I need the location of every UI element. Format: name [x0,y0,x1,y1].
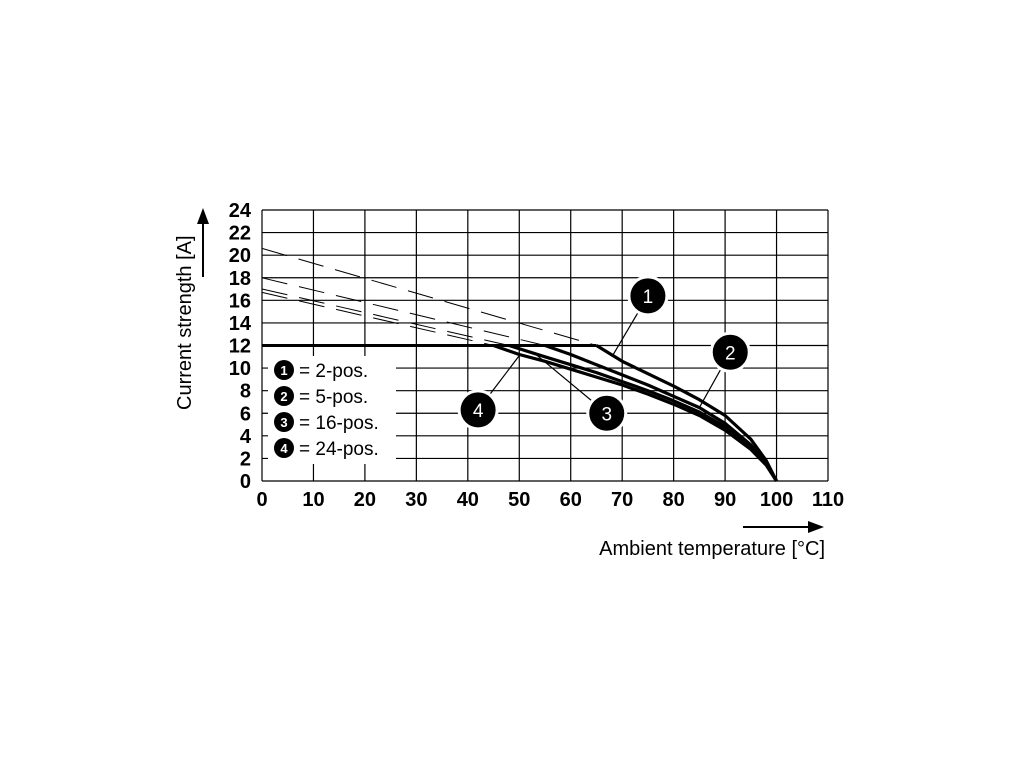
series-lines [261,247,778,482]
y-tick-label: 14 [229,313,252,335]
x-tick-label: 20 [354,489,376,511]
legend-entry-2: = 5-pos. [299,387,368,408]
x-tick-label: 90 [714,489,736,511]
x-tick-label: 70 [611,489,633,511]
legend-marker-3 [274,412,294,432]
y-axis-label: Current strength [A] [174,235,196,410]
series-1-line [595,344,778,482]
callout-marker-1 [627,275,669,317]
grid [261,209,829,482]
y-tick-label: 16 [229,290,251,312]
legend-marker-number: 2 [280,389,287,404]
legend-marker-number: 1 [280,363,287,378]
y-tick-label: 4 [240,426,252,448]
y-tick-label: 12 [229,336,251,358]
y-tick-label: 2 [240,448,251,470]
callout-label-3: 3 [601,404,612,425]
legend-entry-1: = 2-pos. [299,361,368,382]
y-tick-label: 22 [229,223,251,245]
y-tick-label: 0 [240,471,251,493]
x-tick-label: 60 [560,489,582,511]
series-1-extrapolated-line [261,247,597,346]
y-tick-label: 24 [229,200,252,222]
series-4-extrapolated-line [261,291,494,346]
legend-marker-number: 3 [280,415,287,430]
x-tick-label: 50 [508,489,530,511]
x-axis-arrow [743,521,824,533]
legend: 1 = 2-pos. 2 = 5-pos. 3 = 16-pos. 4 = 24-pos. [268,356,396,464]
y-tick-label: 20 [229,245,251,267]
callout-marker-4 [457,389,499,431]
callouts: 1 2 3 4 [457,275,751,434]
callout-label-1: 1 [643,287,654,308]
x-tick-label: 110 [812,489,844,511]
x-axis-label: Ambient temperature [°C] [599,538,825,560]
y-tick-label: 18 [229,268,251,290]
x-tick-label: 0 [256,489,267,511]
x-tick-label: 10 [302,489,324,511]
callout-label-4: 4 [473,401,484,422]
callout-marker-2 [709,331,751,373]
callout-marker-3 [586,392,628,434]
y-axis-arrow [197,208,209,277]
x-tick-label: 30 [405,489,427,511]
x-tick-label: 40 [457,489,479,511]
legend-entry-3: = 16-pos. [299,413,379,434]
series-2-extrapolated-line [261,277,546,346]
y-tick-label: 10 [229,358,251,380]
legend-marker-number: 4 [280,441,288,456]
legend-marker-2 [274,386,294,406]
callout-label-2: 2 [725,343,736,364]
x-tick-label: 80 [663,489,685,511]
x-tick-label: 100 [760,489,793,511]
legend-marker-4 [274,438,294,458]
legend-marker-1 [274,360,294,380]
y-tick-label: 6 [240,403,251,425]
series-3-extrapolated-line [261,288,510,346]
legend-entry-4: = 24-pos. [299,439,379,460]
x-tick-labels: 0 10 20 30 40 50 60 70 80 90 100 110 [256,489,844,511]
y-tick-label: 8 [240,381,251,403]
